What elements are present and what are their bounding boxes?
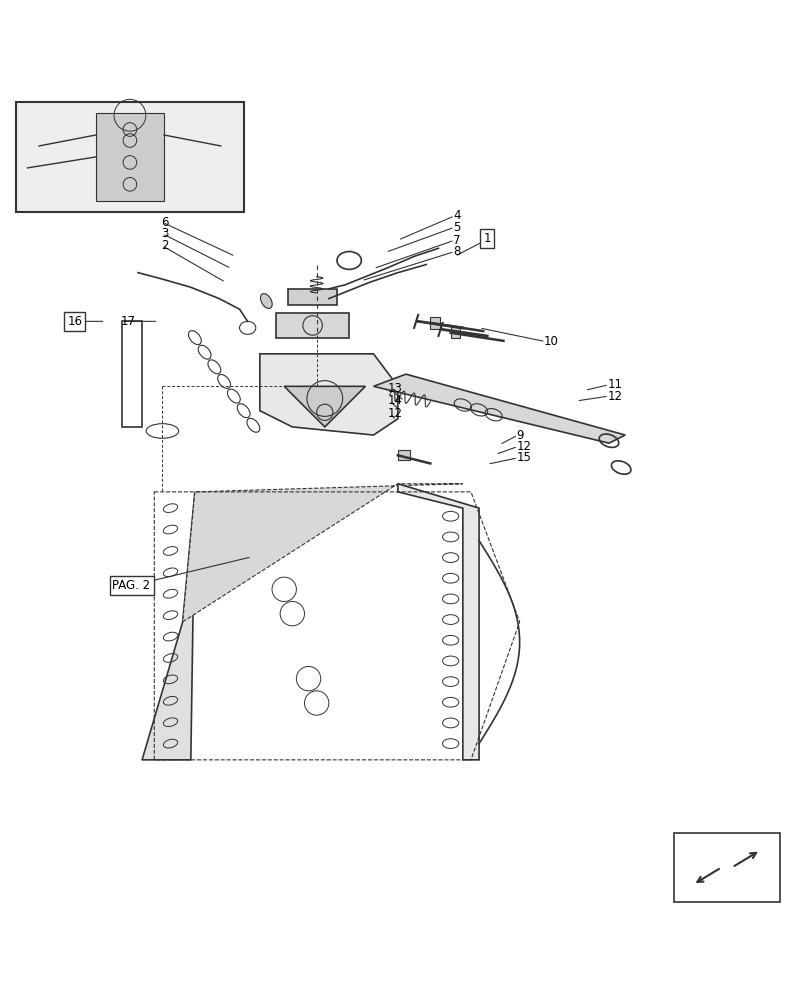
- Polygon shape: [397, 450, 410, 460]
- Polygon shape: [260, 354, 397, 435]
- Text: 3: 3: [161, 227, 168, 240]
- Polygon shape: [397, 484, 478, 760]
- Text: 9: 9: [516, 429, 523, 442]
- Text: 6: 6: [161, 216, 168, 229]
- Text: 11: 11: [607, 378, 621, 391]
- Text: 5: 5: [453, 221, 460, 234]
- Polygon shape: [276, 313, 349, 338]
- Text: 17: 17: [120, 315, 135, 328]
- Text: PAG. 2: PAG. 2: [113, 579, 150, 592]
- Polygon shape: [430, 317, 440, 329]
- Text: 7: 7: [453, 234, 460, 247]
- Text: 12: 12: [607, 390, 621, 403]
- Text: 4: 4: [453, 209, 460, 222]
- Text: 8: 8: [453, 245, 460, 258]
- Text: 15: 15: [516, 451, 530, 464]
- Text: 14: 14: [388, 394, 402, 407]
- Text: 12: 12: [516, 440, 530, 453]
- Bar: [673, 833, 779, 902]
- Polygon shape: [373, 374, 624, 443]
- Polygon shape: [182, 484, 462, 622]
- Polygon shape: [450, 327, 460, 338]
- Polygon shape: [142, 492, 195, 760]
- Bar: [16, 102, 243, 212]
- Polygon shape: [284, 386, 365, 427]
- Text: 2: 2: [161, 239, 168, 252]
- Text: 12: 12: [388, 407, 402, 420]
- Polygon shape: [96, 113, 164, 201]
- Polygon shape: [288, 289, 337, 305]
- Text: 10: 10: [543, 335, 558, 348]
- Text: 16: 16: [67, 315, 82, 328]
- Text: 1: 1: [483, 232, 491, 245]
- Text: 13: 13: [388, 382, 402, 395]
- Ellipse shape: [260, 294, 272, 309]
